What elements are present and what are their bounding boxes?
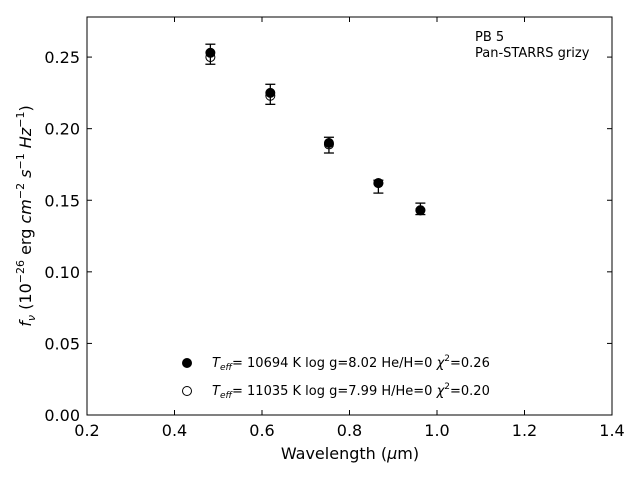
x-tick-label: 0.6 [249,421,274,440]
y-axis-label: fν (10−26 erg cm−2 s−1 Hz−1) [14,105,38,326]
y-tick-label: 0.15 [44,191,80,210]
model-point-open [415,205,426,216]
data-markers [205,47,426,216]
legend-entry-2: Teff= 11035 K log g=7.99 H/He=0 χ2=0.20 [212,382,490,401]
model-point-open [373,178,384,189]
y-tick-label: 0.05 [44,334,80,353]
annotation-survey: Pan-STARRS grizy [475,46,590,61]
y-tick-label: 0.10 [44,263,80,282]
model-point-open [323,139,334,150]
x-tick-label: 0.2 [74,421,99,440]
x-axis-label: Wavelength (μm) [281,444,419,463]
model-point-open [265,90,276,101]
y-tick-label: 0.20 [44,120,80,139]
x-tick-label: 1.4 [599,421,624,440]
model-point-filled [265,87,276,98]
annotation-object: PB 5 [475,30,504,45]
legend-marker-filled [182,358,192,368]
y-tick-label: 0.25 [44,48,80,67]
x-tick-label: 0.4 [162,421,187,440]
plot-frame [86,16,613,416]
y-tick-label: 0.00 [44,406,80,425]
legend-entry-1: Teff= 10694 K log g=8.02 He/H=0 χ2=0.26 [212,354,490,373]
tick-labels: 0.2 0.4 0.6 0.8 1.0 1.2 1.4 0.00 0.05 0.10 0.15 0.2… [44,48,624,440]
x-tick-label: 1.2 [512,421,537,440]
x-tick-label: 1.0 [424,421,449,440]
model-point-open [205,52,216,63]
error-bars [205,43,426,216]
x-tick-label: 0.8 [337,421,362,440]
legend-marker-open [182,386,192,396]
legend: Teff= 10694 K log g=8.02 He/H=0 χ2=0.26 … [182,354,490,401]
